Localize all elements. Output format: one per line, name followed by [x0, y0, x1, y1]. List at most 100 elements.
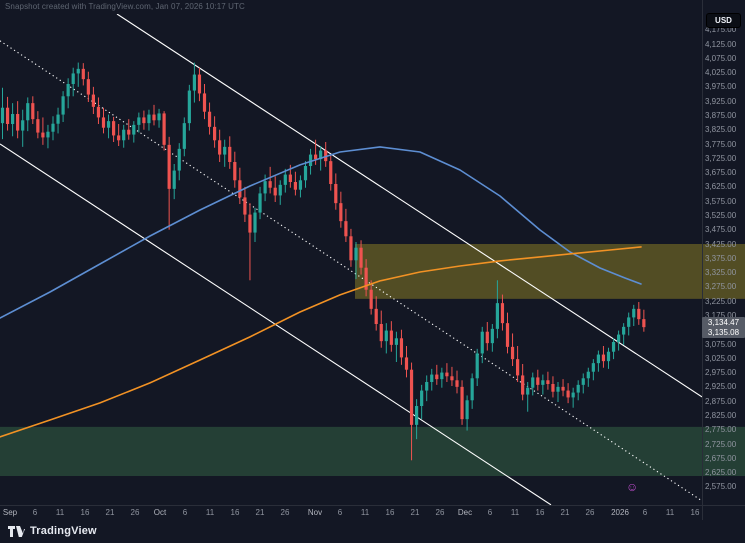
candles [0, 62, 646, 461]
time-tick-label: 16 [230, 508, 240, 517]
price-tick-label: 3,425.00 [705, 239, 737, 249]
price-tick-label: 3,825.00 [705, 125, 737, 135]
candle-body [278, 184, 282, 196]
candle-body [389, 330, 393, 345]
candle-body [91, 94, 95, 107]
price-tick-label: 3,675.00 [705, 168, 737, 178]
candle-body [66, 84, 70, 97]
time-tick-label: 26 [130, 508, 140, 517]
candle-body [334, 184, 338, 204]
candle-body [339, 203, 343, 222]
candle-body [46, 131, 50, 138]
candle-body [470, 378, 474, 401]
candle-body [415, 406, 419, 425]
candle-body [485, 331, 489, 344]
candle-body [516, 359, 520, 376]
channel-upper-line[interactable] [116, 14, 702, 398]
candle-body [207, 111, 212, 127]
supply-zone[interactable] [355, 244, 745, 299]
plot-area [0, 14, 702, 505]
candle-body [308, 154, 313, 166]
tradingview-wordmark: TradingView [30, 525, 97, 537]
candle-body [238, 180, 242, 198]
price-tick-label: 3,525.00 [705, 210, 737, 220]
price-tick-label: 4,175.00 [705, 25, 737, 35]
candle-body [51, 123, 55, 132]
time-tick-label: Sep [2, 508, 18, 517]
time-tick-label: Oct [153, 508, 167, 517]
candle-body [101, 117, 106, 128]
candle-body [617, 334, 621, 342]
candle-body [233, 162, 237, 181]
price-tick-label: 4,025.00 [705, 68, 737, 78]
candle-body [475, 353, 479, 379]
candle-body [56, 114, 60, 124]
candle-body [576, 384, 580, 393]
candle-body [0, 107, 5, 124]
snapshot-note: Snapshot created with TradingView.com, J… [5, 2, 245, 11]
candle-body [5, 107, 10, 124]
price-tick-label: 4,075.00 [705, 53, 737, 63]
tradingview-logo[interactable]: TradingView [8, 523, 97, 539]
candle-body [394, 338, 398, 345]
candle-body [36, 119, 40, 133]
ma-orange[interactable] [0, 246, 642, 438]
candle-body [500, 303, 505, 324]
candle-body [303, 166, 308, 181]
candle-body [273, 187, 277, 196]
candle-body [510, 346, 515, 360]
candle-body [96, 106, 101, 118]
price-tick-label: 3,175.00 [705, 310, 737, 320]
candle-body [298, 180, 303, 190]
candle-body [601, 354, 606, 362]
candle-body [157, 113, 161, 121]
candle-body [329, 161, 333, 184]
candle-body [637, 308, 641, 320]
price-tick-label: 2,875.00 [705, 396, 737, 406]
price-tick-label: 2,925.00 [705, 382, 737, 392]
candle-body [364, 267, 368, 290]
price-tick-label: 3,725.00 [705, 153, 737, 163]
price-tick-label: 3,625.00 [705, 182, 737, 192]
candle-body [455, 380, 459, 387]
price-tick-label: 3,775.00 [705, 139, 737, 149]
currency-badge[interactable]: USD [706, 13, 741, 28]
candle-body [218, 140, 222, 155]
candle-body [127, 129, 131, 135]
candle-body [147, 114, 151, 124]
candle-body [213, 126, 217, 141]
price-tick-label: 2,625.00 [705, 468, 737, 478]
candle-body [11, 114, 15, 124]
candle-body [61, 96, 65, 115]
candle-body [611, 342, 616, 352]
candle-body [177, 148, 181, 171]
candle-body [26, 103, 30, 121]
emoji-marker[interactable]: ☺ [626, 480, 639, 494]
candle-body [465, 400, 469, 420]
candle-body [369, 289, 373, 309]
price-tick-label: 3,975.00 [705, 82, 737, 92]
time-tick-label: 26 [280, 508, 290, 517]
time-tick-label: 6 [642, 508, 648, 517]
candle-body [546, 380, 550, 384]
time-tick-label: 21 [560, 508, 570, 517]
candle-body [505, 323, 510, 347]
time-axis-separator [0, 505, 745, 506]
ma-blue[interactable] [0, 146, 642, 319]
candle-body [314, 154, 318, 160]
candle-body [268, 181, 272, 188]
candle-body [531, 377, 535, 388]
price-tick-label: 2,725.00 [705, 439, 737, 449]
candle-body [122, 129, 126, 141]
candle-body [606, 351, 611, 362]
time-tick-label: 16 [80, 508, 90, 517]
time-tick-label: Nov [307, 508, 323, 517]
candle-body [258, 193, 262, 213]
candle-body [450, 376, 454, 381]
candle-body [319, 150, 323, 160]
candle-body [152, 114, 156, 121]
candle-body [430, 374, 434, 382]
candle-body [622, 326, 626, 335]
demand-zone[interactable] [0, 426, 745, 476]
